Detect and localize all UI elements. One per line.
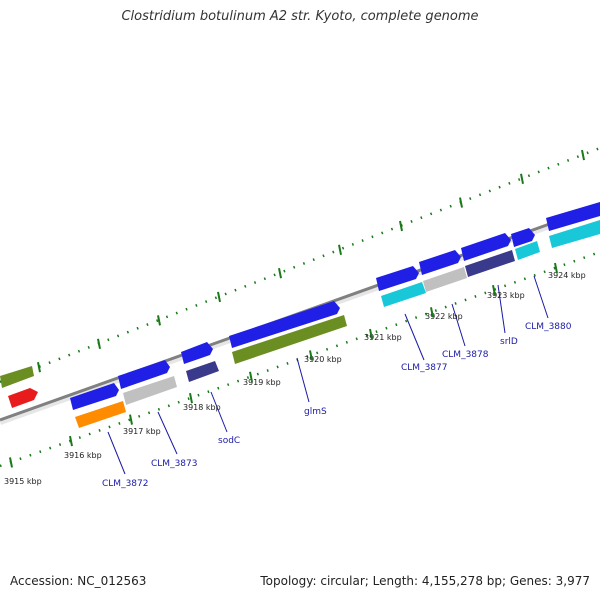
- inner-major-tick: [129, 414, 133, 425]
- gene-navy: [186, 361, 219, 382]
- gene-label-CLM_3880: CLM_3880: [525, 322, 572, 332]
- gene-blue-6: [419, 250, 461, 275]
- leader-lines: [107, 275, 549, 475]
- inner-major-tick: [9, 457, 13, 468]
- inner-major-tick: [430, 307, 434, 318]
- gene-label-srlD: srlD: [500, 337, 518, 347]
- gene-red: [8, 388, 38, 408]
- gene-blue-4: [229, 301, 340, 348]
- gene-blue-2: [118, 360, 170, 389]
- gene-grey-1: [123, 376, 177, 405]
- gene-grey-2: [423, 267, 467, 292]
- outer-dotted-line: [0, 146, 600, 384]
- gene-label-CLM_3877: CLM_3877: [401, 363, 447, 373]
- outer-major-tick: [278, 267, 282, 279]
- leader-CLM_3877: [404, 313, 425, 361]
- leader-CLM_3878: [451, 303, 466, 347]
- outer-major-tick: [520, 173, 524, 185]
- outer-major-tick: [157, 315, 161, 326]
- outer-major-tick: [97, 338, 101, 349]
- outer-major-tick: [399, 220, 403, 232]
- inner-major-tick: [249, 371, 253, 383]
- gene-label-CLM_3873: CLM_3873: [151, 459, 197, 469]
- inner-major-tick: [189, 393, 193, 404]
- inner-dotted-line: [0, 250, 600, 468]
- gene-blue-7: [461, 233, 511, 261]
- map-title: Clostridium botulinum A2 str. Kyoto, com…: [121, 9, 479, 24]
- gene-orange: [75, 401, 126, 428]
- gene-blue-9: [546, 202, 600, 231]
- gene-label-sodC: sodC: [218, 436, 240, 446]
- inner-major-tick: [69, 435, 73, 447]
- leader-CLM_3873: [157, 411, 178, 455]
- gene-blue-5: [376, 266, 419, 291]
- outer-tick-track: [0, 146, 600, 384]
- kbp-label-3922: 3922 kbp: [425, 312, 463, 321]
- gene-blue-8: [511, 228, 535, 247]
- gene-olive-left: [0, 366, 34, 388]
- leader-CLM_3872: [107, 431, 126, 475]
- gene-labels: CLM_3872 CLM_3873 sodC glmS CLM_3877 CLM…: [102, 322, 572, 489]
- leader-glmS: [296, 357, 310, 403]
- kbp-label-3915: 3915 kbp: [4, 477, 42, 486]
- kbp-label-3916: 3916 kbp: [64, 451, 102, 460]
- gene-cyan-2: [515, 241, 540, 260]
- kbp-label-3924: 3924 kbp: [548, 271, 586, 280]
- gene-blue-1: [70, 383, 119, 410]
- accession-text: Accession: NC_012563: [10, 574, 147, 588]
- inner-major-tick: [492, 284, 496, 296]
- leader-srlD: [497, 284, 506, 334]
- gene-navy-srlD: [465, 250, 515, 277]
- kbp-label-3918: 3918 kbp: [183, 403, 221, 412]
- outer-major-tick: [217, 291, 221, 303]
- outer-major-tick: [459, 197, 463, 208]
- gene-olive-glmS: [232, 315, 347, 364]
- gene-cyan-1: [381, 282, 426, 307]
- leader-sodC: [210, 391, 228, 433]
- gene-label-CLM_3872: CLM_3872: [102, 479, 148, 489]
- inner-major-tick: [554, 262, 558, 274]
- outer-major-tick: [37, 361, 41, 373]
- second-row-genes: [8, 220, 600, 428]
- gene-label-CLM_3878: CLM_3878: [442, 350, 489, 360]
- gene-label-glmS: glmS: [304, 407, 327, 417]
- inner-major-tick: [369, 328, 373, 340]
- kbp-label-3917: 3917 kbp: [123, 427, 161, 436]
- leader-CLM_3880: [533, 275, 549, 319]
- genome-summary-text: Topology: circular; Length: 4,155,278 bp…: [260, 574, 590, 588]
- kbp-label-3921: 3921 kbp: [364, 333, 402, 342]
- outer-major-tick: [338, 244, 342, 255]
- kbp-labels: 3915 kbp 3916 kbp 3917 kbp 3918 kbp 3919…: [4, 271, 586, 486]
- inner-major-tick: [309, 350, 313, 361]
- kbp-label-3920: 3920 kbp: [304, 355, 342, 364]
- gene-cyan-3: [549, 220, 600, 248]
- kbp-label-3919: 3919 kbp: [243, 378, 281, 387]
- gene-blue-3: [181, 342, 213, 364]
- outer-major-tick: [581, 149, 585, 161]
- forward-strand-genes: [0, 202, 600, 410]
- inner-tick-track: [0, 250, 600, 468]
- kbp-label-3923: 3923 kbp: [487, 291, 525, 300]
